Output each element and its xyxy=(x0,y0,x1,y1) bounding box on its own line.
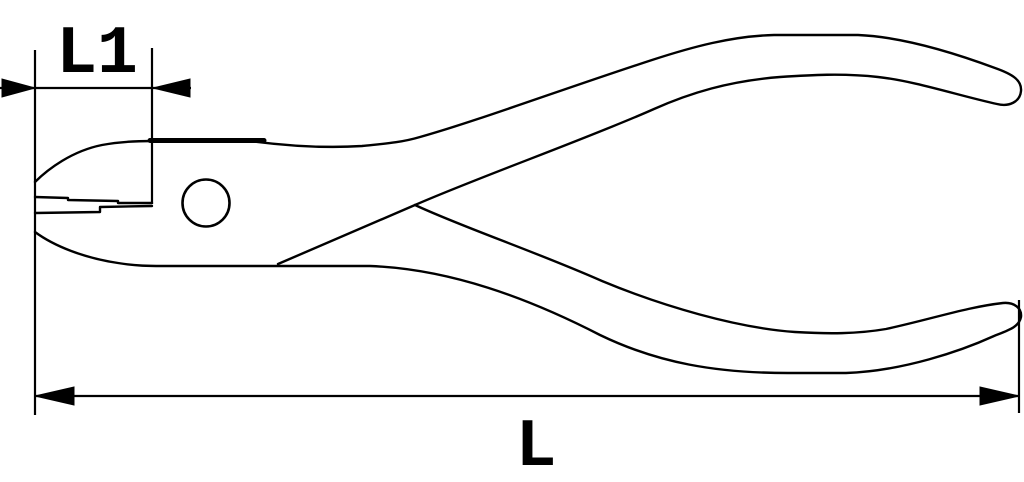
pivot-hole xyxy=(181,178,231,228)
pliers-outline-lower xyxy=(33,203,1023,375)
pliers-figure xyxy=(33,33,1023,375)
pliers-outline-upper xyxy=(33,33,1023,266)
arrowhead-l1-right-icon xyxy=(152,78,191,98)
arrowhead-l-right-icon xyxy=(979,386,1020,406)
dimension-l-label: L xyxy=(516,409,557,482)
arrowhead-l-left-icon xyxy=(34,386,75,406)
dimension-l1: L1 xyxy=(0,16,191,415)
arrowhead-l1-left-icon xyxy=(1,78,37,98)
jaw-cutting-edges xyxy=(33,195,154,215)
dimension-l: L xyxy=(34,300,1021,482)
dimension-l1-label: L1 xyxy=(56,16,138,93)
